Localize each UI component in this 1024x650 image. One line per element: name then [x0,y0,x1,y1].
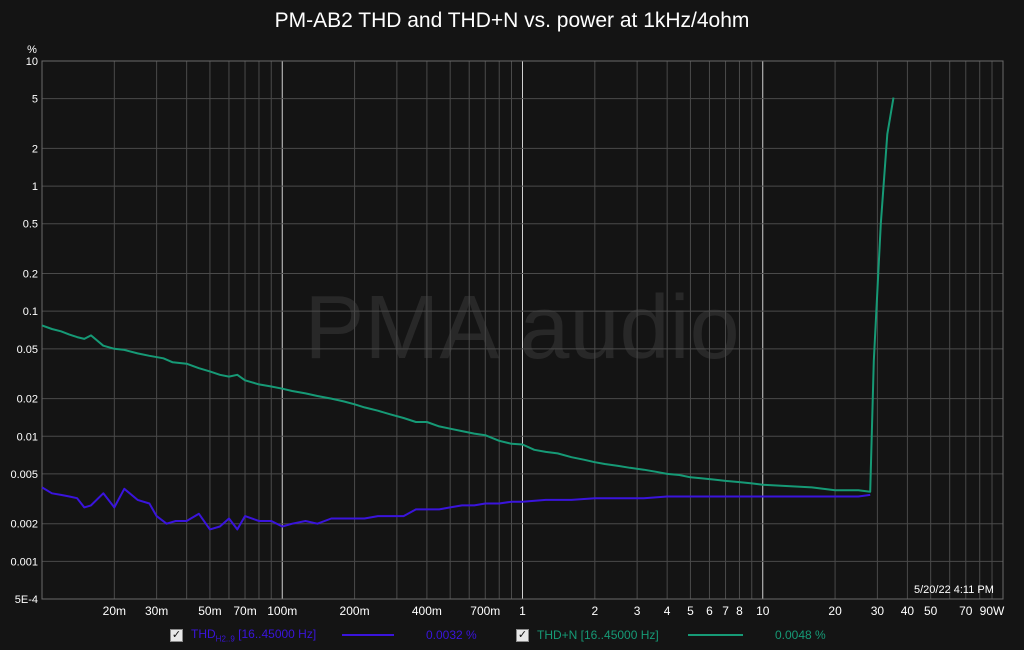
x-tick-label: 50 [924,604,938,618]
legend-checkbox-thdn[interactable]: ✓ [516,628,529,642]
y-tick-label: 0.005 [10,469,38,481]
y-tick-label: 2 [32,143,38,155]
series-line [41,486,871,531]
grid [41,60,1004,600]
timestamp: 5/20/22 4:11 PM [914,584,994,596]
x-tick-label: 90W [980,604,1005,618]
y-tick-label: 10 [26,56,38,68]
x-tick-label: 70 [959,604,973,618]
y-tick-label: 5 [32,94,38,106]
y-tick-label: 1 [32,181,38,193]
legend-item-thd[interactable]: ✓ THDH2..9 [16..45000 Hz] [170,626,316,644]
legend-checkbox-thd[interactable]: ✓ [170,628,183,642]
series [41,97,895,531]
x-tick-label: 7 [722,604,729,618]
legend-item-thdn[interactable]: ✓ THD+N [16..45000 Hz] [516,626,659,644]
legend-swatch-thdn [688,634,743,636]
y-tick-labels: 10 5 2 1 0.5 0.2 0.1 0.05 0.02 0.01 0.005 0.002 0.00… [10,56,38,606]
x-tick-label: 6 [706,604,713,618]
legend-label-thdn: THD+N [16..45000 Hz] [537,628,659,642]
series-line [41,97,895,493]
y-tick-label: 0.01 [17,431,38,443]
x-tick-label: 10 [756,604,770,618]
x-tick-label: 1 [519,604,526,618]
y-tick-label: 0.002 [10,519,38,531]
x-tick-label: 200m [340,604,370,618]
x-tick-label: 30m [145,604,168,618]
x-tick-label: 40 [901,604,915,618]
x-tick-label: 20m [103,604,126,618]
y-axis-unit: % [27,44,37,56]
y-tick-label: 0.5 [23,219,38,231]
x-tick-label: 50m [198,604,221,618]
y-tick-label: 0.001 [10,556,38,568]
legend-swatch-thd [342,634,394,636]
x-tick-label: 8 [736,604,743,618]
x-tick-label: 70m [233,604,256,618]
y-tick-label: 0.05 [17,344,38,356]
plot-frame [41,60,1004,600]
x-tick-label: 400m [412,604,442,618]
x-tick-label: 30 [871,604,885,618]
x-tick-labels: 20m 30m 50m 70m 100m 200m 400m 700m 1 2 3 4 5 6 7 8 10 20… [103,604,1005,618]
legend-value-thdn: 0.0048 % [775,628,826,642]
y-tick-label: 0.02 [17,394,38,406]
x-tick-label: 20 [828,604,842,618]
x-tick-label: 100m [267,604,297,618]
x-tick-label: 700m [470,604,500,618]
x-tick-label: 3 [634,604,641,618]
x-tick-label: 5 [687,604,694,618]
y-tick-label: 0.2 [23,269,38,281]
x-tick-label: 4 [664,604,671,618]
legend-label-thd: THDH2..9 [16..45000 Hz] [191,626,317,644]
legend-value-thd: 0.0032 % [426,628,477,642]
x-tick-label: 2 [591,604,598,618]
y-tick-label: 0.1 [23,306,38,318]
y-tick-label: 5E-4 [15,594,38,606]
chart-title: PM-AB2 THD and THD+N vs. power at 1kHz/4… [274,9,750,32]
